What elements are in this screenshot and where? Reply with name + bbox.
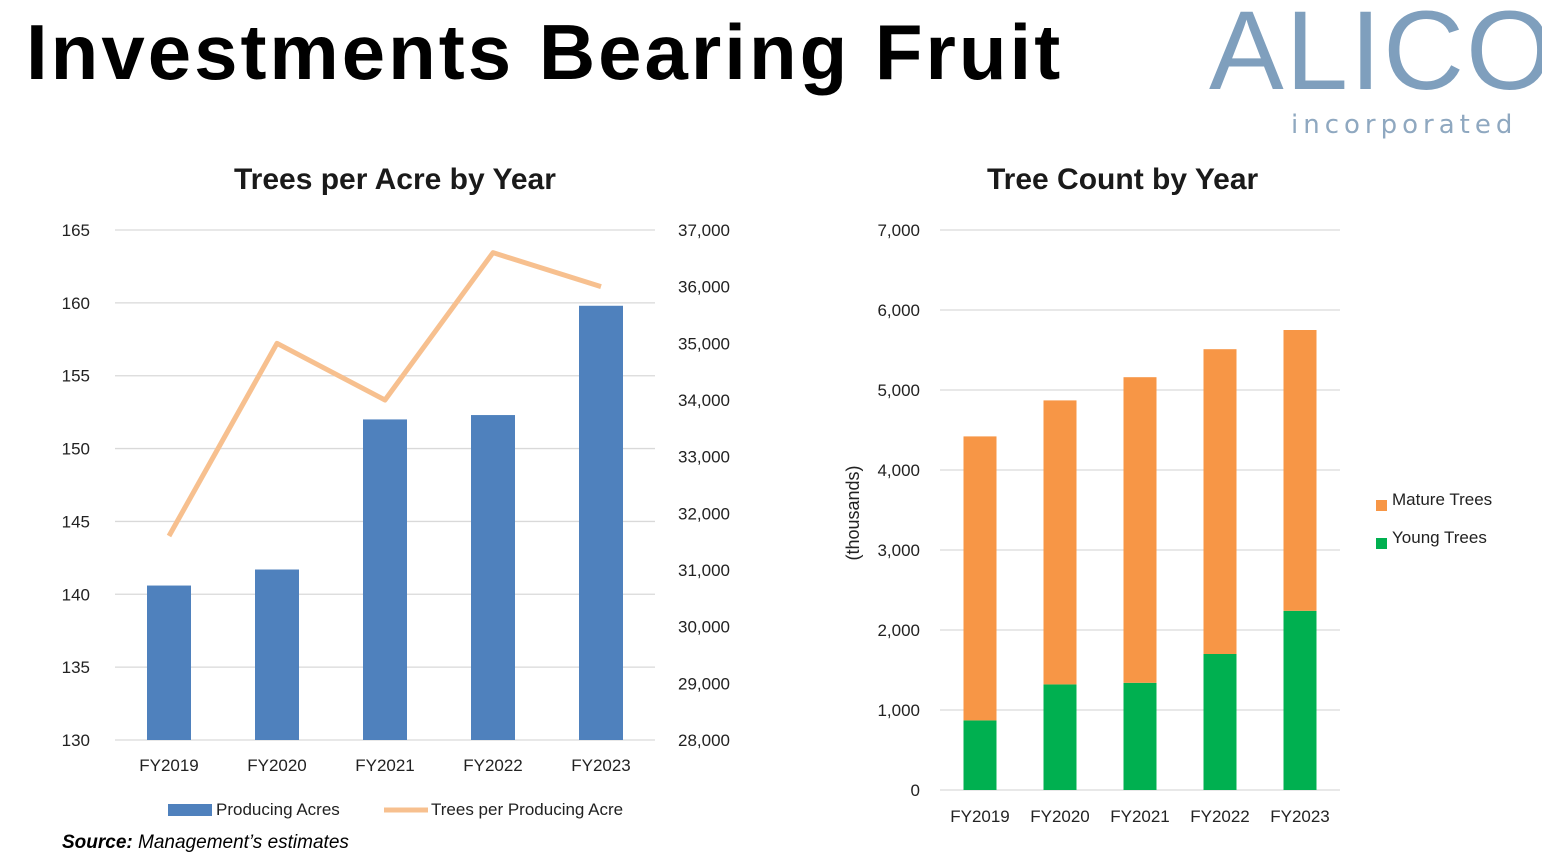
legend-swatch-young-trees	[1376, 538, 1387, 549]
y-left-tick-label: 135	[62, 658, 90, 677]
legend-label-mature-trees: Mature Trees	[1392, 490, 1492, 509]
y-left-tick-label: 145	[62, 512, 90, 531]
x-tick-label: FY2022	[1190, 807, 1250, 826]
y-right-tick-label: 36,000	[678, 278, 730, 297]
source-label: Source:	[62, 832, 133, 853]
y-right-tick-label: 33,000	[678, 448, 730, 467]
y-tick-label: 5,000	[877, 381, 920, 400]
bar-producing-acres	[579, 305, 623, 740]
chart-trees-per-acre: 130 135 140 145 150 155 160 165 28,000 29,000 30,0…	[62, 221, 730, 819]
source-text: Management’s estimates	[138, 832, 349, 853]
y-left-tick-label: 165	[62, 221, 90, 240]
bar-young-trees	[963, 720, 997, 790]
y-right-tick-label: 34,000	[678, 391, 730, 410]
x-tick-label: FY2023	[571, 756, 631, 775]
y-axis-label: (thousands)	[843, 465, 863, 560]
y-tick-label: 1,000	[877, 701, 920, 720]
x-tick-label: FY2019	[950, 807, 1010, 826]
y-left-tick-label: 130	[62, 731, 90, 750]
y-right-tick-label: 37,000	[678, 221, 730, 240]
legend-label-producing-acres: Producing Acres	[216, 800, 340, 819]
line-trees-per-producing-acre	[166, 250, 602, 538]
bar-mature-trees	[1203, 349, 1237, 654]
chart-1-title: Trees per Acre by Year	[234, 163, 556, 196]
y-tick-label: 4,000	[877, 461, 920, 480]
bar-mature-trees	[963, 436, 997, 721]
source-note: Source: Management’s estimates	[62, 832, 349, 854]
y-tick-label: 6,000	[877, 301, 920, 320]
page-title: Investments Bearing Fruit	[26, 8, 1064, 96]
y-left-tick-label: 140	[62, 585, 90, 604]
x-tick-label: FY2020	[247, 756, 307, 775]
bar-young-trees	[1203, 654, 1237, 790]
y-right-tick-label: 28,000	[678, 731, 730, 750]
bar-producing-acres	[255, 569, 299, 740]
y-tick-label: 3,000	[877, 541, 920, 560]
bar-young-trees	[1283, 610, 1317, 790]
bar-producing-acres	[471, 415, 515, 740]
chart-2-title: Tree Count by Year	[987, 163, 1259, 196]
bar-mature-trees	[1043, 400, 1077, 685]
legend-swatch-producing-acres	[168, 804, 212, 816]
legend-label-young-trees: Young Trees	[1392, 528, 1487, 547]
bar-mature-trees	[1123, 377, 1157, 683]
y-tick-label: 2,000	[877, 621, 920, 640]
y-left-tick-label: 150	[62, 440, 90, 459]
y-right-tick-label: 29,000	[678, 674, 730, 693]
y-left-tick-label: 160	[62, 294, 90, 313]
y-right-tick-label: 35,000	[678, 334, 730, 353]
bar-young-trees	[1123, 682, 1157, 790]
company-logo: ALICO incorporated	[1205, 0, 1542, 145]
y-right-tick-label: 31,000	[678, 561, 730, 580]
bar-mature-trees	[1283, 330, 1317, 611]
y-right-tick-label: 30,000	[678, 618, 730, 637]
bar-producing-acres	[147, 585, 191, 740]
y-left-tick-label: 155	[62, 367, 90, 386]
logo-subtitle: incorporated	[1291, 110, 1518, 140]
y-right-tick-label: 32,000	[678, 504, 730, 523]
bar-producing-acres	[363, 419, 407, 740]
y-tick-label: 7,000	[877, 221, 920, 240]
legend-swatch-mature-trees	[1376, 500, 1387, 511]
chart-tree-count: 0 1,000 2,000 3,000 4,000 5,000 6,000 7,000 (tho…	[843, 221, 1492, 826]
y-tick-label: 0	[911, 781, 920, 800]
x-tick-label: FY2022	[463, 756, 523, 775]
x-tick-label: FY2021	[1110, 807, 1170, 826]
logo-wordmark: ALICO	[1209, 0, 1542, 113]
x-tick-label: FY2019	[139, 756, 199, 775]
x-tick-label: FY2021	[355, 756, 415, 775]
x-tick-label: FY2023	[1270, 807, 1330, 826]
x-tick-label: FY2020	[1030, 807, 1090, 826]
bar-young-trees	[1043, 684, 1077, 790]
legend-label-trees-per-producing-acre: Trees per Producing Acre	[431, 800, 623, 819]
